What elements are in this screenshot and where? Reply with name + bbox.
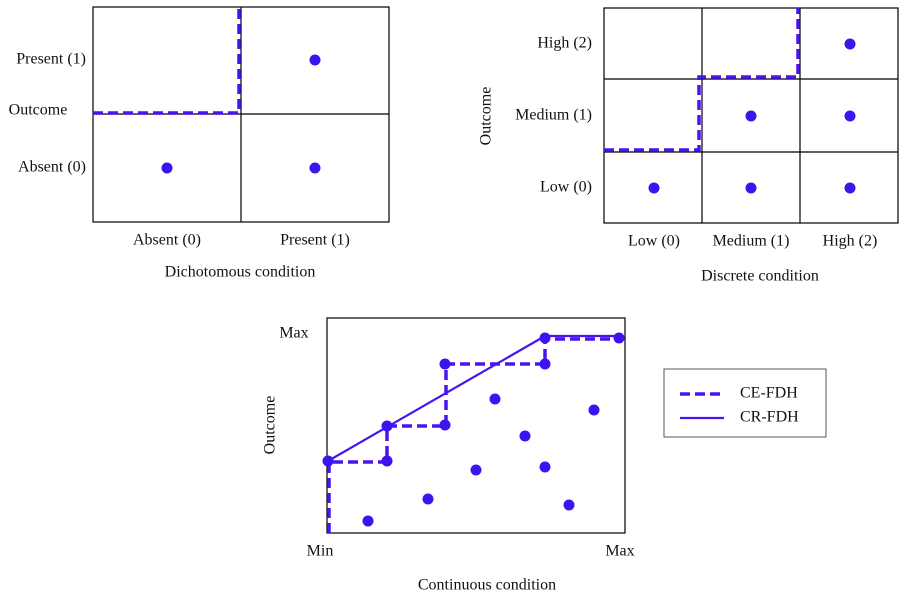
y-axis-label: Outcome: [262, 396, 279, 455]
ce-fdh-line: [93, 7, 241, 115]
y-axis-label: Outcome: [9, 102, 68, 119]
point: [844, 38, 856, 50]
x-label: Max: [605, 543, 634, 560]
panel-title: Dichotomous condition: [165, 264, 316, 281]
x-label: Low (0): [628, 233, 680, 250]
legend-frame: [663, 368, 827, 438]
point: [362, 515, 374, 527]
point: [309, 54, 321, 66]
y-label: Absent (0): [18, 159, 86, 176]
cr-fdh-line: [327, 334, 620, 462]
points: [322, 332, 625, 527]
point: [381, 455, 393, 467]
x-label: Min: [307, 543, 334, 560]
point: [519, 430, 531, 442]
point: [439, 358, 451, 370]
x-label: Present (1): [280, 232, 350, 249]
x-label: Absent (0): [133, 232, 201, 249]
y-label: Present (1): [16, 51, 86, 68]
legend-label: CR-FDH: [740, 409, 799, 426]
y-label: Low (0): [540, 179, 592, 196]
point: [588, 404, 600, 416]
y-label: Max: [279, 325, 308, 342]
ce-fdh-line: [604, 8, 800, 152]
panel-title: Continuous condition: [418, 577, 556, 594]
point: [844, 110, 856, 122]
legend-label: CE-FDH: [740, 385, 798, 402]
point: [745, 182, 757, 194]
point: [745, 110, 757, 122]
point: [161, 162, 173, 174]
legend: CE-FDH CR-FDH: [663, 368, 827, 438]
panel-title: Discrete condition: [701, 268, 819, 285]
y-label: Medium (1): [515, 107, 592, 124]
y-label: High (2): [537, 35, 592, 52]
discrete-panel: High (2) Medium (1) Low (0) Outcome Low …: [478, 7, 899, 285]
plot-frame: [326, 317, 626, 534]
y-axis-label: Outcome: [478, 87, 495, 146]
point: [539, 461, 551, 473]
ce-fdh-line: [327, 337, 619, 533]
point: [422, 493, 434, 505]
point: [563, 499, 575, 511]
point: [309, 162, 321, 174]
point: [539, 332, 551, 344]
point: [844, 182, 856, 194]
dichotomous-panel: Present (1) Outcome Absent (0) Absent (0…: [9, 6, 390, 281]
point: [381, 420, 393, 432]
point: [539, 358, 551, 370]
point: [648, 182, 660, 194]
x-label: High (2): [823, 233, 878, 250]
x-label: Medium (1): [713, 233, 790, 250]
plot-frame: [603, 7, 899, 224]
point: [439, 419, 451, 431]
point: [470, 464, 482, 476]
point: [322, 455, 334, 467]
point: [489, 393, 501, 405]
continuous-panel: Max Outcome Min Max Continuous condition: [262, 317, 635, 594]
point: [613, 332, 625, 344]
